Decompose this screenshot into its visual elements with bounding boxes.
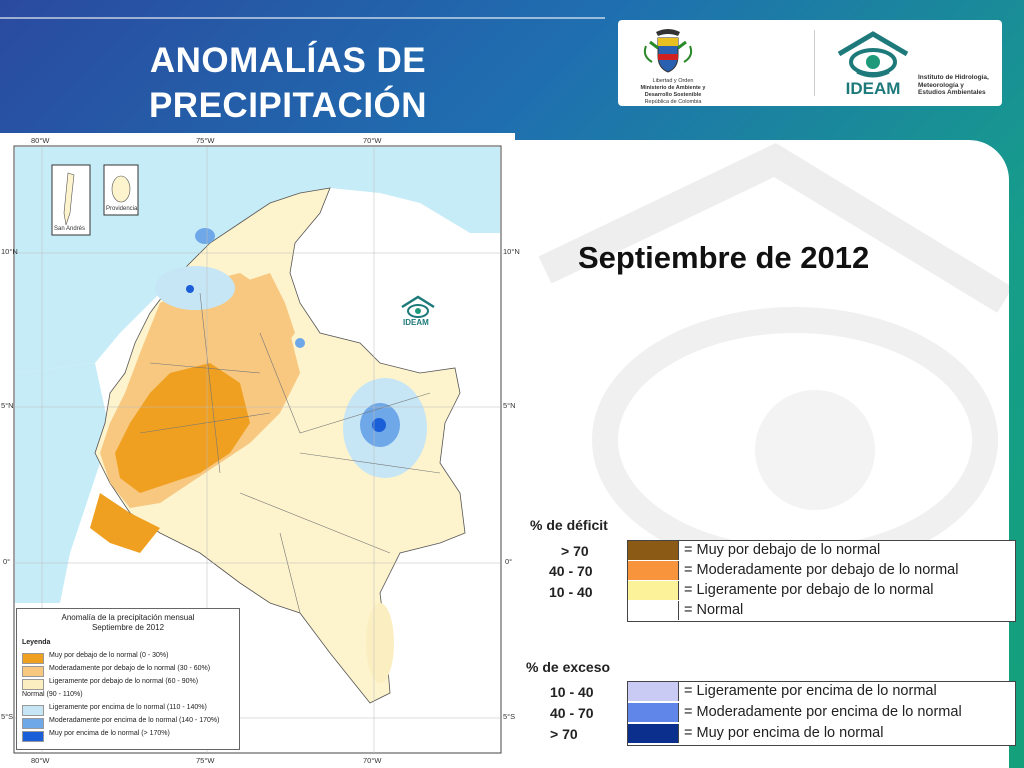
deficit-legend-table: = Muy por debajo de lo normal = Moderada…: [627, 540, 1016, 622]
inset-label-san-andres: San Andrés: [54, 226, 86, 232]
slide-subtitle: Septiembre de 2012: [578, 240, 870, 275]
deficit-swatch: [628, 541, 679, 560]
excess-range: 10 - 40: [550, 684, 594, 700]
title-line-2: PRECIPITACIÓN: [148, 86, 428, 125]
excess-row: = Ligeramente por encima de lo normal: [628, 682, 1015, 702]
title-line-1: ANOMALÍAS DE: [149, 41, 427, 80]
axis-label-bottom: 75°W: [196, 756, 215, 765]
map-legend-swatch: [22, 692, 42, 701]
map-legend-swatch: [22, 653, 44, 664]
map-legend-label: Moderadamente por debajo de lo normal (3…: [49, 665, 211, 672]
deficit-heading: % de déficit: [530, 517, 608, 533]
deficit-swatch: [628, 601, 679, 620]
excess-label: = Muy por encima de lo normal: [684, 725, 884, 741]
decorative-line: [0, 17, 605, 19]
map-legend-subtitle: Septiembre de 2012: [91, 623, 165, 632]
deficit-range: > 70: [561, 543, 589, 559]
content-panel: [515, 140, 1009, 768]
axis-label-right: 10°N: [503, 247, 520, 256]
ideam-name-line: Instituto de Hidrología,: [918, 74, 989, 81]
axis-label-left: 10°N: [1, 247, 18, 256]
axis-label-right: 5°S: [503, 712, 516, 721]
slide-title: ANOMALÍAS DE PRECIPITACIÓN: [118, 38, 458, 128]
deficit-range: 40 - 70: [549, 563, 593, 579]
ideam-name-line: Meteorología y: [918, 81, 964, 89]
map-legend-swatch: [22, 666, 44, 677]
ministerio-line: Ministerio de Ambiente y: [640, 85, 706, 91]
excess-heading: % de exceso: [526, 659, 611, 675]
map-legend-label: Muy por debajo de lo normal (0 - 30%): [49, 652, 169, 659]
deficit-range: 10 - 40: [549, 584, 593, 600]
axis-label-top: 80°W: [31, 136, 50, 145]
axis-label-left: 5°N: [1, 401, 14, 410]
ideam-full-name: Instituto de Hidrología, Meteorología y …: [918, 74, 1002, 97]
excess-swatch: [628, 703, 679, 722]
ideam-logo: IDEAM: [833, 28, 913, 98]
excess-legend-table: = Ligeramente por encima de lo normal = …: [627, 681, 1016, 746]
axis-label-top: 75°W: [196, 136, 215, 145]
deficit-label: = Moderadamente por debajo de lo normal: [684, 562, 959, 578]
excess-row: = Moderadamente por encima de lo normal: [628, 703, 1015, 723]
ministerio-line: República de Colombia: [644, 99, 702, 105]
colombia-coat-of-arms-icon: [643, 29, 693, 73]
map-legend-heading: Leyenda: [22, 639, 51, 646]
map-legend-label: Muy por encima de lo normal (> 170%): [49, 730, 170, 737]
map-legend-title: Anomalía de la precipitación mensual: [61, 613, 195, 622]
deficit-swatch: [628, 581, 679, 600]
map-legend-label: Normal (90 - 110%): [22, 691, 83, 698]
excess-range: > 70: [550, 726, 578, 742]
axis-label-right: 0°: [505, 557, 513, 566]
deficit-row: = Normal: [628, 601, 1015, 621]
map-legend-label: Moderadamente por encima de lo normal (1…: [49, 717, 220, 724]
ideam-logo-icon: IDEAM: [837, 31, 909, 98]
ministerio-line: Desarrollo Sostenible: [644, 92, 702, 98]
map-legend-swatch: [22, 718, 44, 729]
deficit-row: = Muy por debajo de lo normal: [628, 541, 1015, 561]
deficit-label: = Normal: [684, 602, 744, 618]
ministerio-text: Libertad y Orden Ministerio de Ambiente …: [628, 78, 718, 106]
map-canvas: [13, 145, 502, 754]
inset-label-providencia: Providencia: [106, 206, 138, 212]
axis-label-bottom: 80°W: [31, 756, 50, 765]
map-legend-label: Ligeramente por debajo de lo normal (60 …: [49, 678, 199, 685]
excess-label: = Moderadamente por encima de lo normal: [684, 704, 962, 720]
map-legend-swatch: [22, 731, 44, 742]
map-legend: Anomalía de la precipitación mensual Sep…: [16, 608, 240, 750]
excess-swatch: [628, 724, 679, 743]
axis-label-left: 5°S: [1, 712, 14, 721]
precipitation-map: 80°W 75°W 70°W 80°W 75°W 70°W 10°N 5°N 0…: [0, 133, 520, 768]
logo-banner: Libertad y Orden Ministerio de Ambiente …: [618, 20, 1002, 106]
axis-label-right: 5°N: [503, 401, 516, 410]
map-legend-label: Ligeramente por encima de lo normal (110…: [49, 704, 207, 711]
deficit-label: = Muy por debajo de lo normal: [684, 542, 881, 558]
deficit-swatch: [628, 561, 679, 580]
axis-label-top: 70°W: [363, 136, 382, 145]
excess-range: 40 - 70: [550, 705, 594, 721]
ideam-acronym: IDEAM: [846, 79, 901, 98]
axis-label-left: 0°: [3, 557, 11, 566]
logo-divider: [814, 30, 815, 96]
excess-swatch: [628, 682, 679, 701]
deficit-label: = Ligeramente por debajo de lo normal: [684, 582, 934, 598]
ministerio-line: Libertad y Orden: [652, 78, 694, 84]
ideam-name-line: Estudios Ambientales: [918, 89, 986, 96]
map-legend-swatch: [22, 679, 44, 690]
deficit-row: = Ligeramente por debajo de lo normal: [628, 581, 1015, 601]
excess-row: = Muy por encima de lo normal: [628, 724, 1015, 744]
map-legend-swatch: [22, 705, 44, 716]
ministerio-logo: Libertad y Orden Ministerio de Ambiente …: [628, 26, 708, 105]
map-watermark-text: IDEAM: [403, 318, 429, 327]
excess-label: = Ligeramente por encima de lo normal: [684, 683, 937, 699]
deficit-row: = Moderadamente por debajo de lo normal: [628, 561, 1015, 581]
axis-label-bottom: 70°W: [363, 756, 382, 765]
